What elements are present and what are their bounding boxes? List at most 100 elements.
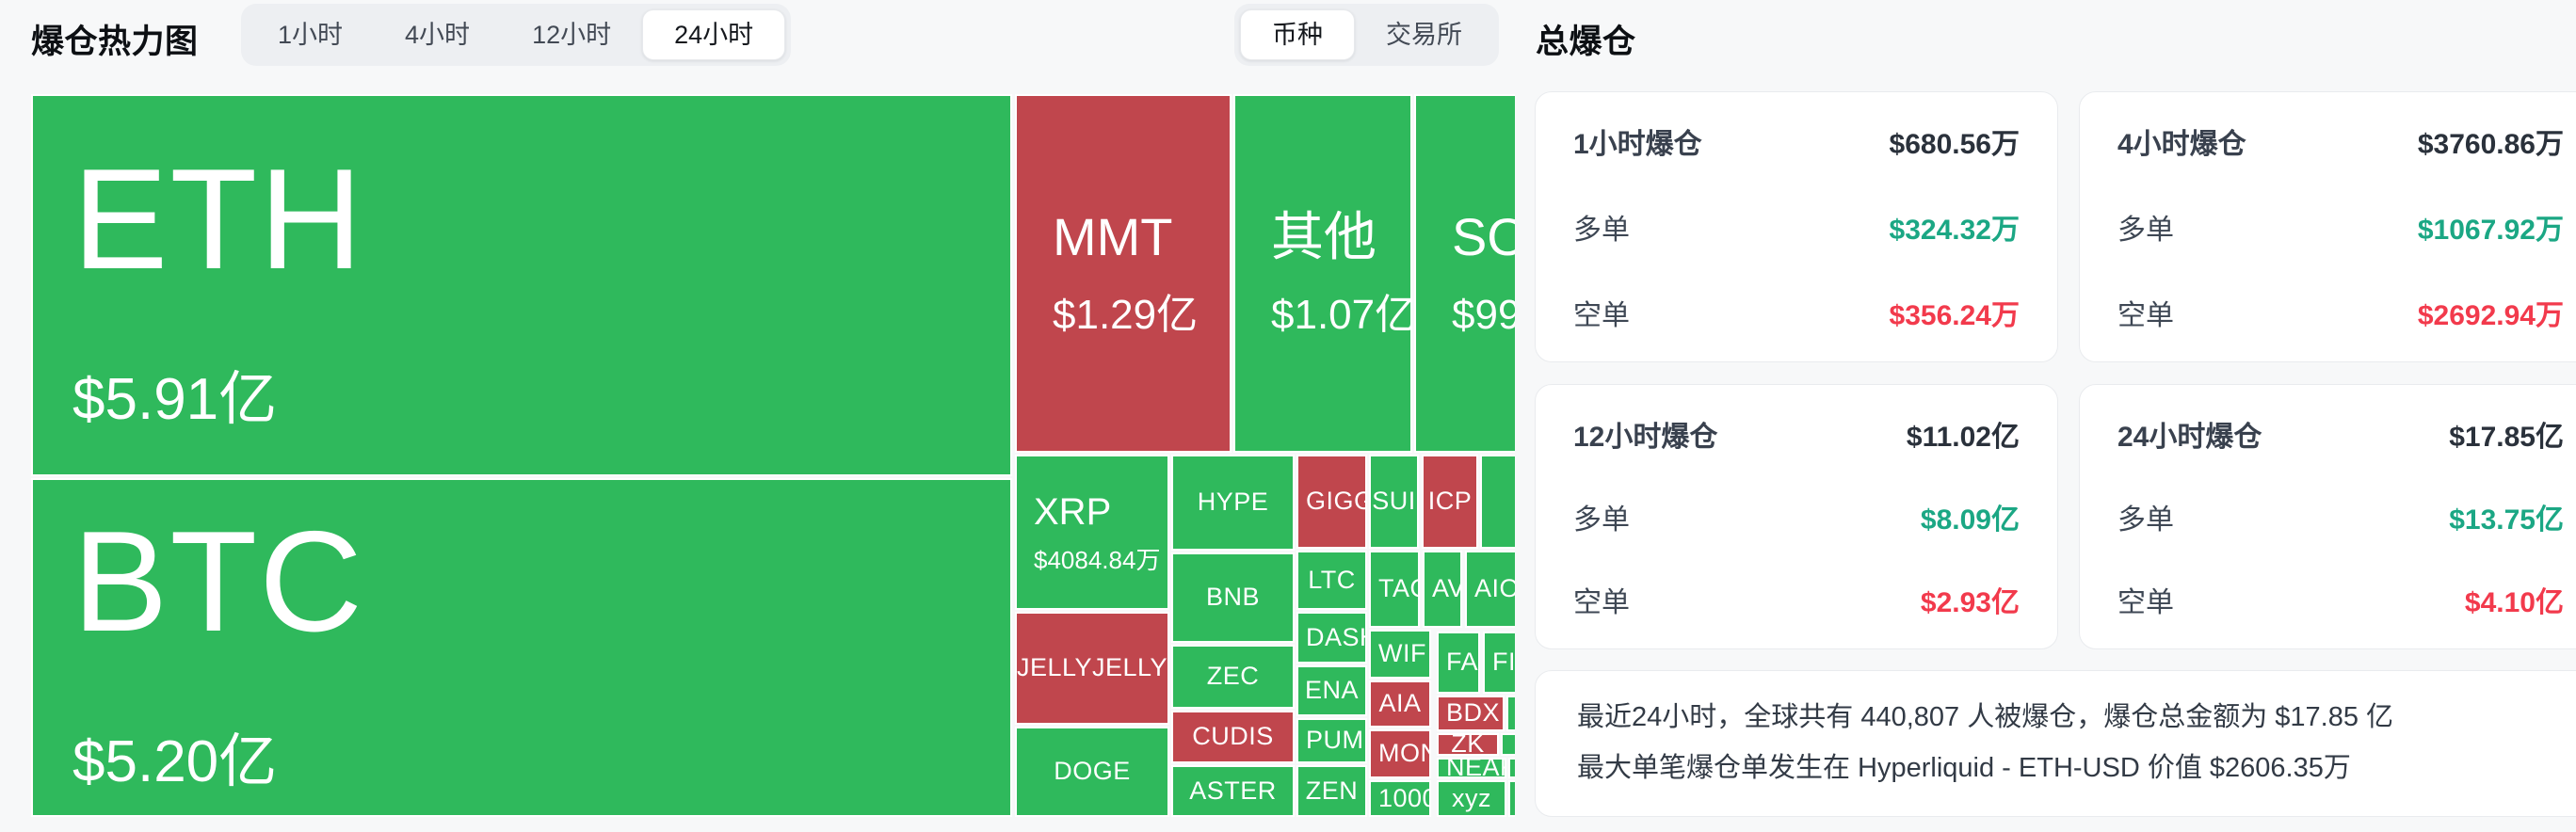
treemap-tile-pump[interactable]: PUMP <box>1296 718 1367 763</box>
tile-value: $9917 <box>1452 292 1515 339</box>
total-liquidation-title: 总爆仓 <box>1536 24 1636 60</box>
treemap-tile-其他[interactable]: 其他 $1.07亿 <box>1233 94 1412 453</box>
treemap-tile[interactable] <box>1501 733 1515 756</box>
tile-symbol: SOL <box>1452 207 1515 266</box>
treemap-tile-wif[interactable]: WIF <box>1369 630 1431 679</box>
tab-1h[interactable]: 1小时 <box>278 21 344 49</box>
tab-24h[interactable]: 24小时 <box>642 9 786 60</box>
treemap-tile-fartcoin[interactable]: FARTCOIN <box>1437 632 1480 694</box>
treemap-tile-avax[interactable]: AVAX <box>1423 551 1462 628</box>
tile-value: $1.07亿 <box>1271 292 1412 339</box>
long-label: 多单 <box>1573 504 1630 536</box>
tile-value: $5.91亿 <box>72 366 278 432</box>
card-total-value: $3760.86万 <box>2417 129 2564 160</box>
tile-symbol: 1000 <box>1378 783 1431 812</box>
short-value: $4.10亿 <box>2464 587 2564 618</box>
treemap-tile-tao[interactable]: TAO <box>1369 551 1420 628</box>
treemap-tile[interactable] <box>1508 758 1515 778</box>
tile-symbol: LTC <box>1308 565 1356 594</box>
tab-4h[interactable]: 4小时 <box>405 21 471 49</box>
tile-symbol: WIF <box>1378 639 1426 668</box>
treemap-tile-aster[interactable]: ASTER <box>1171 765 1295 817</box>
tile-symbol: MON <box>1378 739 1429 768</box>
treemap-tile[interactable] <box>1506 696 1515 731</box>
tile-value: $5.20亿 <box>72 728 278 794</box>
treemap-tile-ltc[interactable]: LTC <box>1296 551 1367 610</box>
long-value: $324.32万 <box>1889 215 2020 246</box>
treemap-tile[interactable] <box>1508 780 1515 817</box>
treemap-tile-near[interactable]: NEAR <box>1437 758 1506 778</box>
tile-symbol: DOGE <box>1054 757 1131 786</box>
tile-symbol: AIA <box>1378 689 1422 718</box>
tile-symbol: DASH <box>1306 622 1365 651</box>
tile-symbol: GIGGLE <box>1306 487 1365 516</box>
mode-coin[interactable]: 币种 <box>1240 9 1355 60</box>
tile-symbol: JELLYJELLY <box>1016 653 1168 682</box>
treemap-tile-eth[interactable]: ETH $5.91亿 <box>31 94 1012 476</box>
card-4h: 4小时爆仓 $3760.86万 多单 $1067.92万 空单 $2692.94万 <box>2079 91 2576 362</box>
tile-symbol: AIOZ <box>1474 574 1515 603</box>
treemap-tile-dash[interactable]: DASH <box>1296 612 1367 664</box>
tile-symbol: SUI <box>1372 487 1416 516</box>
treemap-tile-sol[interactable]: SOL $9917 <box>1414 94 1515 453</box>
short-label: 空单 <box>1573 300 1630 331</box>
treemap-tile-hype[interactable]: HYPE <box>1171 455 1295 551</box>
card-title: 1小时爆仓 <box>1573 129 1702 160</box>
short-value: $2692.94万 <box>2417 300 2564 331</box>
tile-symbol: ICP <box>1427 487 1473 516</box>
treemap-tile-sui[interactable]: SUI <box>1369 455 1419 549</box>
card-12h: 12小时爆仓 $11.02亿 多单 $8.09亿 空单 $2.93亿 <box>1535 384 2058 649</box>
treemap-tile-fil[interactable]: FIL <box>1483 632 1515 694</box>
tile-value: $1.29亿 <box>1053 292 1199 339</box>
tile-symbol: 其他 <box>1271 207 1377 266</box>
tile-symbol: FIL <box>1492 648 1515 677</box>
tile-symbol: ZK <box>1451 733 1485 756</box>
treemap-tile-ena[interactable]: ENA <box>1296 665 1367 716</box>
treemap-tile-xrp[interactable]: XRP $4084.84万 <box>1015 455 1169 610</box>
tile-symbol: ETH <box>72 138 364 299</box>
mode-exchange[interactable]: 交易所 <box>1386 21 1462 49</box>
treemap-tile-aia[interactable]: AIA <box>1369 680 1431 728</box>
card-title: 4小时爆仓 <box>2117 129 2246 160</box>
tile-symbol: HYPE <box>1197 488 1269 517</box>
treemap-tile-giggle[interactable]: GIGGLE <box>1296 455 1367 549</box>
short-value: $2.93亿 <box>1920 587 2020 618</box>
treemap-tile-zen[interactable]: ZEN <box>1296 765 1367 817</box>
treemap-tile-btc[interactable]: BTC $5.20亿 <box>31 478 1012 817</box>
tile-symbol: FARTCOIN <box>1446 648 1479 677</box>
card-24h: 24小时爆仓 $17.85亿 多单 $13.75亿 空单 $4.10亿 <box>2079 384 2576 649</box>
summary-line-2: 最大单笔爆仓单发生在 Hyperliquid - ETH-USD 价值 $260… <box>1577 753 2351 783</box>
short-label: 空单 <box>2117 587 2174 618</box>
liquidation-treemap: ETH $5.91亿 BTC $5.20亿 MMT $1.29亿 其他 $1.07亿 SOL $9… <box>31 94 1515 817</box>
treemap-tile-bnb[interactable]: BNB <box>1171 552 1295 643</box>
long-label: 多单 <box>2117 504 2174 536</box>
long-value: $13.75亿 <box>2449 504 2564 536</box>
tile-symbol: ZEC <box>1206 662 1260 691</box>
tile-symbol: xyz <box>1452 783 1491 812</box>
tile-symbol: BNB <box>1205 583 1261 612</box>
treemap-tile-aioz[interactable]: AIOZ <box>1465 551 1515 628</box>
view-mode-toggle: 币种 交易所 <box>1234 4 1499 66</box>
tab-12h[interactable]: 12小时 <box>532 21 612 49</box>
treemap-tile-mon[interactable]: MON <box>1369 729 1431 778</box>
summary-line-1: 最近24小时，全球共有 440,807 人被爆仓，爆仓总金额为 $17.85 亿 <box>1577 702 2394 733</box>
tile-symbol: ENA <box>1304 676 1360 705</box>
treemap-tile-zk[interactable]: ZK <box>1437 733 1499 756</box>
treemap-tile-1000[interactable]: 1000 <box>1369 780 1431 817</box>
treemap-tile-bdx[interactable]: BDX <box>1437 696 1505 731</box>
card-total-value: $17.85亿 <box>2449 422 2564 453</box>
card-title: 24小时爆仓 <box>2117 422 2262 453</box>
treemap-tile-jellyjelly[interactable]: JELLYJELLY <box>1015 612 1169 725</box>
long-label: 多单 <box>2117 215 2174 246</box>
treemap-tile-mmt[interactable]: MMT $1.29亿 <box>1015 94 1232 453</box>
treemap-tile[interactable] <box>1480 455 1515 549</box>
short-label: 空单 <box>2117 300 2174 331</box>
treemap-tile-zec[interactable]: ZEC <box>1171 645 1295 709</box>
page-title: 爆仓热力图 <box>31 24 199 60</box>
treemap-tile-icp[interactable]: ICP <box>1422 455 1478 549</box>
treemap-tile-cudis[interactable]: CUDIS <box>1171 711 1295 763</box>
card-1h: 1小时爆仓 $680.56万 多单 $324.32万 空单 $356.24万 <box>1535 91 2058 362</box>
treemap-tile-xyz[interactable]: xyz <box>1437 780 1506 817</box>
treemap-tile-doge[interactable]: DOGE <box>1015 727 1169 817</box>
